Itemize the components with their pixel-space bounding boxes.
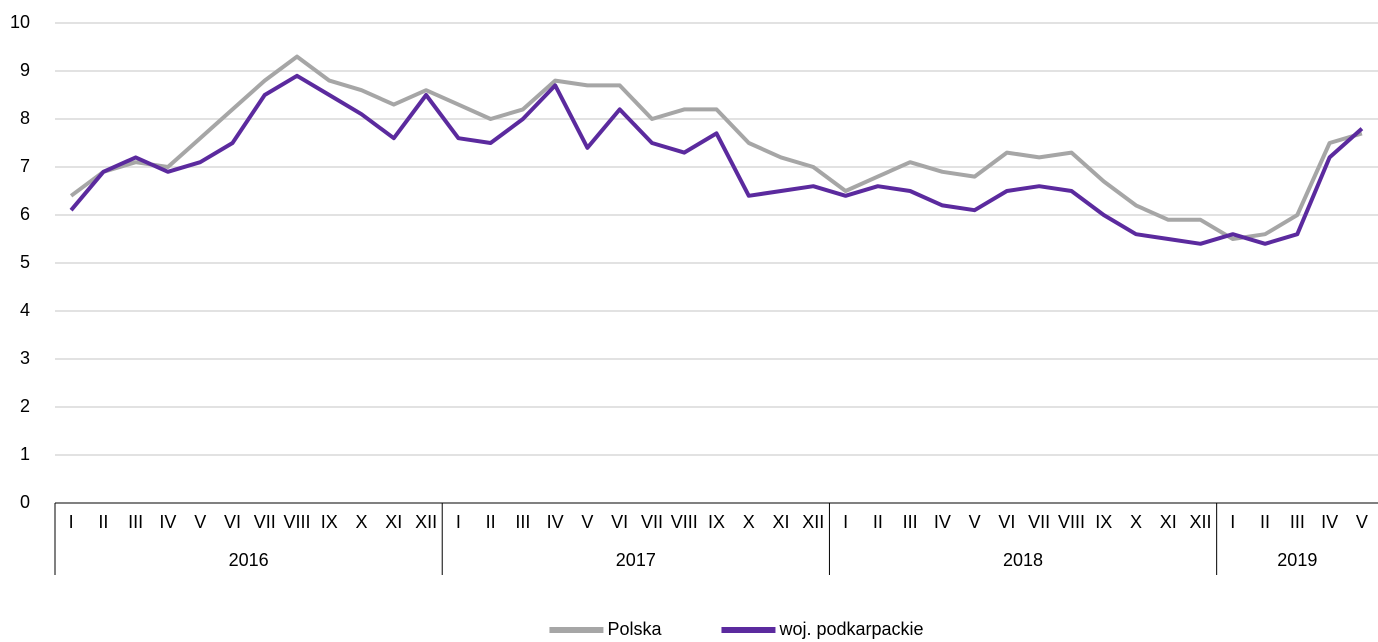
group-label: 2019: [1277, 550, 1317, 570]
y-tick-label: 7: [20, 156, 30, 176]
x-tick-label: VI: [224, 512, 241, 532]
x-tick-label: II: [486, 512, 496, 532]
x-tick-label: II: [1260, 512, 1270, 532]
x-tick-label: I: [843, 512, 848, 532]
x-tick-label: III: [1290, 512, 1305, 532]
x-tick-label: V: [194, 512, 206, 532]
y-tick-label: 9: [20, 60, 30, 80]
x-tick-label: IX: [1095, 512, 1112, 532]
x-tick-label: IV: [547, 512, 564, 532]
x-tick-label: X: [1130, 512, 1142, 532]
group-label: 2018: [1003, 550, 1043, 570]
x-tick-label: V: [581, 512, 593, 532]
x-tick-label: VII: [254, 512, 276, 532]
x-tick-label: VIII: [284, 512, 311, 532]
group-label: 2016: [229, 550, 269, 570]
x-tick-label: X: [743, 512, 755, 532]
x-tick-label: IV: [1321, 512, 1338, 532]
x-tick-label: III: [128, 512, 143, 532]
x-tick-label: XI: [385, 512, 402, 532]
x-tick-label: IV: [159, 512, 176, 532]
x-tick-label: VI: [611, 512, 628, 532]
x-tick-label: IX: [321, 512, 338, 532]
x-tick-label: III: [515, 512, 530, 532]
x-tick-label: II: [873, 512, 883, 532]
y-tick-label: 8: [20, 108, 30, 128]
y-tick-label: 2: [20, 396, 30, 416]
x-tick-label: V: [1356, 512, 1368, 532]
x-tick-label: X: [356, 512, 368, 532]
x-tick-label: IV: [934, 512, 951, 532]
series-line: [69, 73, 1364, 246]
x-tick-label: XII: [1190, 512, 1212, 532]
x-tick-label: VIII: [671, 512, 698, 532]
group-label: 2017: [616, 550, 656, 570]
y-tick-label: 5: [20, 252, 30, 272]
x-tick-label: VII: [641, 512, 663, 532]
y-tick-label: 3: [20, 348, 30, 368]
x-tick-label: III: [903, 512, 918, 532]
series-line: [69, 54, 1363, 241]
x-tick-label: XI: [773, 512, 790, 532]
x-tick-label: V: [969, 512, 981, 532]
x-tick-label: I: [456, 512, 461, 532]
x-tick-label: XI: [1160, 512, 1177, 532]
y-tick-label: 0: [20, 492, 30, 512]
x-tick-label: XII: [415, 512, 437, 532]
x-tick-label: VI: [998, 512, 1015, 532]
legend-label: woj. podkarpackie: [778, 619, 923, 639]
legend-label: Polska: [607, 619, 662, 639]
x-tick-label: XII: [802, 512, 824, 532]
x-tick-label: VIII: [1058, 512, 1085, 532]
x-tick-label: II: [98, 512, 108, 532]
x-tick-label: I: [69, 512, 74, 532]
x-tick-label: VII: [1028, 512, 1050, 532]
y-tick-label: 10: [10, 12, 30, 32]
y-tick-label: 6: [20, 204, 30, 224]
y-tick-label: 1: [20, 444, 30, 464]
y-tick-label: 4: [20, 300, 30, 320]
x-tick-label: IX: [708, 512, 725, 532]
x-tick-label: I: [1230, 512, 1235, 532]
